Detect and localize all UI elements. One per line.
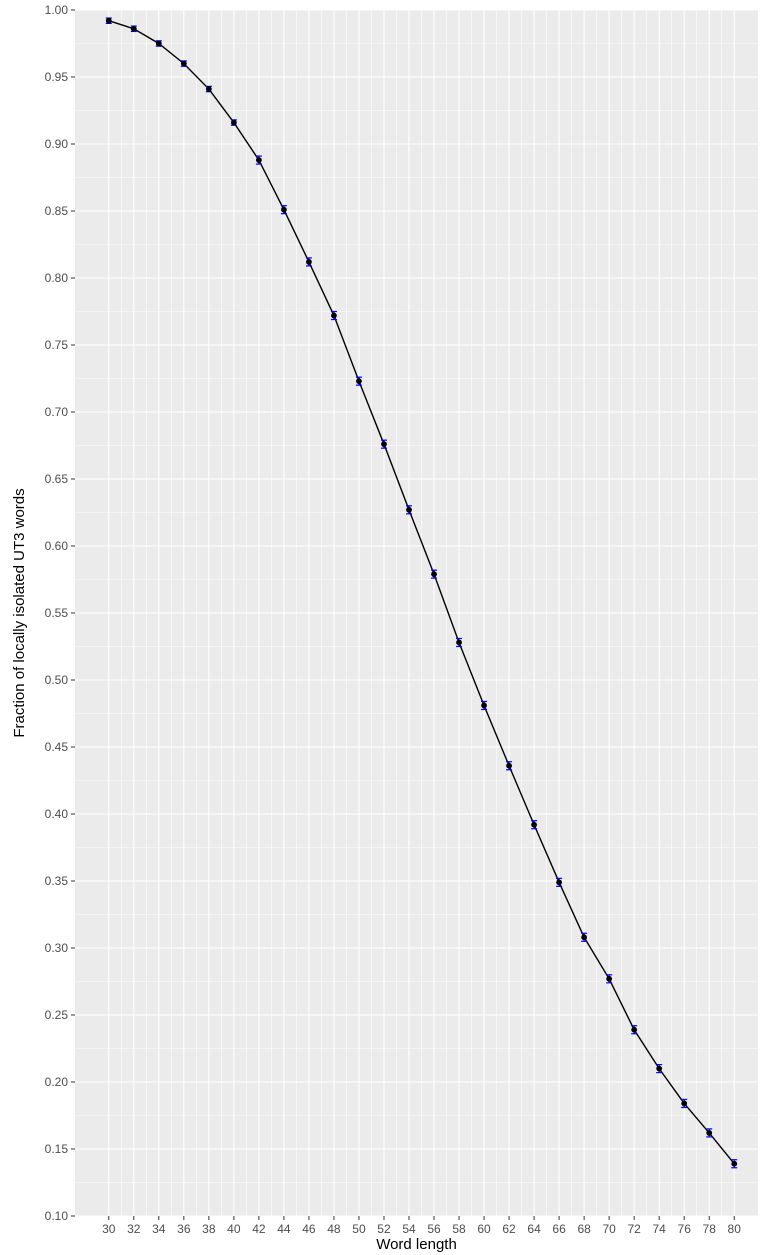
x-tick-label: 62 [502,1222,516,1236]
x-tick-label: 34 [152,1222,166,1236]
y-tick-label: 0.55 [45,606,69,620]
x-tick-label: 52 [377,1222,391,1236]
data-point [706,1130,713,1136]
x-axis: 30 32 34 36 38 40 42 44 46 48 50 52 54 56 58 60 62 64 66 68… [102,1216,741,1236]
x-tick-label: 64 [527,1222,541,1236]
x-tick-label: 54 [402,1222,416,1236]
x-tick-label: 74 [652,1222,666,1236]
data-point [531,821,537,828]
series-line [108,20,735,1165]
x-tick-label: 42 [252,1222,266,1236]
y-tick-label: 0.75 [45,338,69,352]
x-tick-label: 44 [277,1222,291,1236]
x-tick-label: 60 [477,1222,491,1236]
data-point [281,206,287,213]
data-point [631,1026,638,1033]
y-tick-label: 0.95 [45,70,69,84]
y-tick-label: 0.20 [45,1075,69,1089]
data-point [331,312,337,319]
x-tick-label: 48 [327,1222,341,1236]
y-tick-label: 1.00 [45,3,69,17]
data-point [155,40,162,47]
data-point [406,506,412,513]
data-point [255,157,262,163]
y-tick-label: 0.25 [45,1008,69,1022]
y-tick-label: 0.15 [45,1142,69,1156]
y-tick-label: 0.60 [45,539,69,553]
x-tick-label: 72 [627,1222,641,1236]
x-tick-label: 68 [577,1222,591,1236]
data-point [681,1100,688,1107]
data-point [506,762,512,769]
x-tick-label: 40 [227,1222,241,1236]
data-point [230,119,237,126]
y-tick-label: 0.85 [45,204,69,218]
data-point [105,17,112,24]
data-point [431,571,437,578]
data-point [556,879,563,886]
x-tick-label: 58 [452,1222,466,1236]
x-tick-label: 32 [127,1222,141,1236]
data-point [356,378,362,385]
x-tick-label: 50 [352,1222,366,1236]
data-point [606,975,613,982]
data-point [306,259,312,265]
y-tick-label: 0.30 [45,941,69,955]
data-point [130,25,137,32]
grid-major [75,9,758,1217]
x-tick-label: 30 [102,1222,116,1236]
x-tick-label: 78 [703,1222,717,1236]
data-point [656,1065,663,1072]
x-axis-title: Word length [376,1236,457,1253]
y-tick-label: 0.80 [45,271,69,285]
x-tick-label: 46 [302,1222,316,1236]
x-tick-label: 36 [177,1222,191,1236]
x-tick-label: 56 [427,1222,441,1236]
x-tick-label: 66 [552,1222,566,1236]
y-tick-label: 0.50 [45,673,69,687]
data-point [481,702,487,709]
x-tick-label: 80 [728,1222,742,1236]
y-tick-label: 0.90 [45,137,69,151]
data-point [381,441,387,448]
data-point [205,86,212,92]
data-point [180,60,187,67]
x-tick-label: 38 [202,1222,216,1236]
data-point [456,639,462,646]
data-point [731,1160,738,1167]
x-tick-label: 76 [678,1222,692,1236]
data-point [581,934,588,941]
x-tick-label: 70 [602,1222,616,1236]
data-points [105,17,738,1167]
y-tick-label: 0.35 [45,874,69,888]
y-axis: 0.10 0.15 0.20 0.25 0.30 0.35 0.40 0.45 0.50 0.55… [45,3,75,1223]
y-tick-label: 0.10 [45,1209,69,1223]
y-tick-label: 0.45 [45,740,69,754]
y-tick-label: 0.70 [45,405,69,419]
y-tick-label: 0.65 [45,472,69,486]
y-tick-label: 0.40 [45,807,69,821]
y-axis-title: Fraction of locally isolated UT3 words [11,488,28,737]
